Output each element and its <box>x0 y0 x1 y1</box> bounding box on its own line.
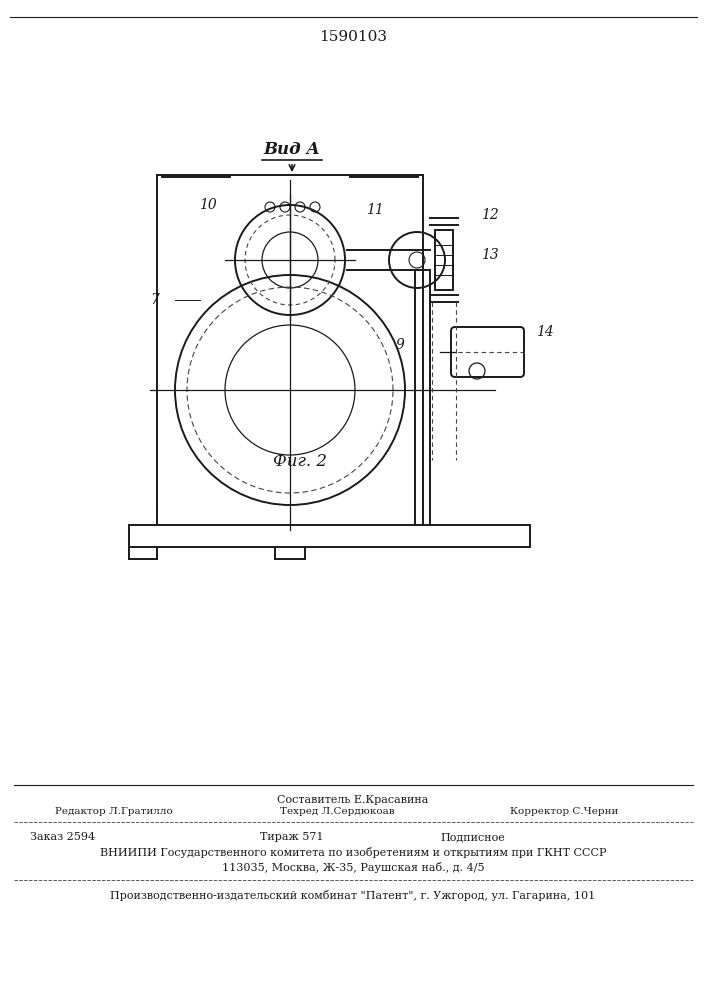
Text: 12: 12 <box>481 208 499 222</box>
Text: Подписное: Подписное <box>440 832 505 842</box>
Text: Редактор Л.Гратилло: Редактор Л.Гратилло <box>55 807 173 816</box>
Text: 113035, Москва, Ж-35, Раушская наб., д. 4/5: 113035, Москва, Ж-35, Раушская наб., д. … <box>222 862 484 873</box>
Text: 13: 13 <box>481 248 499 262</box>
Text: Вид А: Вид А <box>264 141 320 158</box>
Text: Корректор С.Черни: Корректор С.Черни <box>510 807 619 816</box>
Text: Заказ 2594: Заказ 2594 <box>30 832 95 842</box>
Text: Производственно-издательский комбинат "Патент", г. Ужгород, ул. Гагарина, 101: Производственно-издательский комбинат "П… <box>110 890 595 901</box>
Text: 7: 7 <box>151 293 160 307</box>
Text: 10: 10 <box>199 198 217 212</box>
Text: Тираж 571: Тираж 571 <box>260 832 324 842</box>
Text: 1590103: 1590103 <box>319 30 387 44</box>
Bar <box>435 230 453 290</box>
Text: 11: 11 <box>366 203 384 217</box>
Text: ВНИИПИ Государственного комитета по изобретениям и открытиям при ГКНТ СССР: ВНИИПИ Государственного комитета по изоб… <box>100 847 606 858</box>
Text: Составитель Е.Красавина: Составитель Е.Красавина <box>277 795 428 805</box>
Text: 14: 14 <box>536 325 554 339</box>
Text: Техред Л.Сердюкоав: Техред Л.Сердюкоав <box>280 807 395 816</box>
Text: Фиг. 2: Фиг. 2 <box>273 454 327 471</box>
Text: 9: 9 <box>395 338 404 352</box>
